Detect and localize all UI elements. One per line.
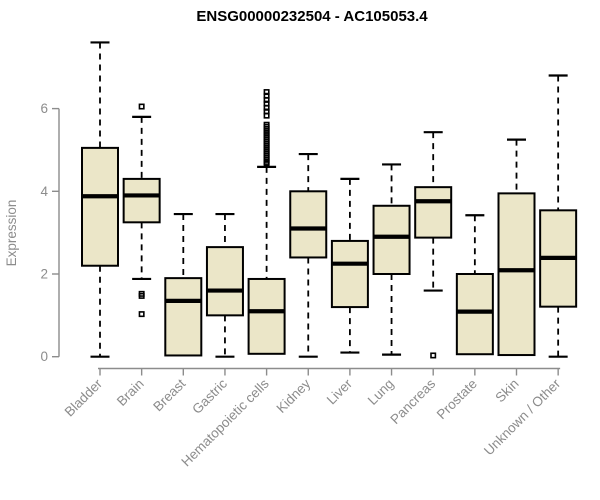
x-tick-label: Gastric xyxy=(189,376,230,417)
box-iqr xyxy=(455,273,494,356)
box-group xyxy=(414,131,453,359)
box-iqr xyxy=(414,186,453,239)
y-tick-label: 6 xyxy=(40,101,48,116)
outlier-point xyxy=(263,160,270,167)
box-iqr xyxy=(205,246,244,317)
chart-title: ENSG00000232504 - AC105053.4 xyxy=(196,8,428,25)
box-iqr xyxy=(330,239,369,309)
box-iqr xyxy=(289,190,328,259)
box-iqr xyxy=(497,192,536,357)
box-group xyxy=(539,74,578,358)
y-tick-label: 4 xyxy=(40,184,48,199)
x-tick-label: Liver xyxy=(324,376,356,408)
box-group xyxy=(164,212,203,357)
outlier-point xyxy=(138,292,145,299)
x-tick-label: Lung xyxy=(365,376,397,408)
x-tick-label: Kidney xyxy=(274,376,314,416)
x-tick-label: Prostate xyxy=(434,376,480,422)
box-group xyxy=(455,214,494,356)
outlier-point xyxy=(263,112,270,119)
x-tick-label: Skin xyxy=(492,376,521,405)
box-iqr xyxy=(372,204,411,276)
box-iqr xyxy=(122,177,161,224)
x-tick-label: Unknown / Other xyxy=(481,376,564,459)
x-tick-label: Pancreas xyxy=(387,376,438,427)
box-group xyxy=(122,103,161,318)
x-tick-label: Breast xyxy=(150,376,188,414)
box-group xyxy=(205,212,244,358)
box-group xyxy=(247,89,286,355)
box-group xyxy=(330,177,369,354)
outlier-point xyxy=(430,352,437,359)
box-iqr xyxy=(164,277,203,357)
x-tick-label: Brain xyxy=(114,376,147,409)
box-group xyxy=(372,163,411,356)
y-tick-label: 2 xyxy=(40,267,48,282)
boxes-layer xyxy=(81,41,578,359)
box-group xyxy=(81,41,119,358)
outlier-point xyxy=(138,103,145,110)
box-iqr xyxy=(247,277,286,355)
box-group xyxy=(289,152,328,358)
y-tick-label: 0 xyxy=(40,349,48,364)
box-group xyxy=(497,138,536,357)
x-tick-label: Bladder xyxy=(62,376,106,420)
y-axis-label: Expression xyxy=(4,200,19,267)
box-iqr xyxy=(81,146,119,267)
outlier-point xyxy=(138,311,145,318)
